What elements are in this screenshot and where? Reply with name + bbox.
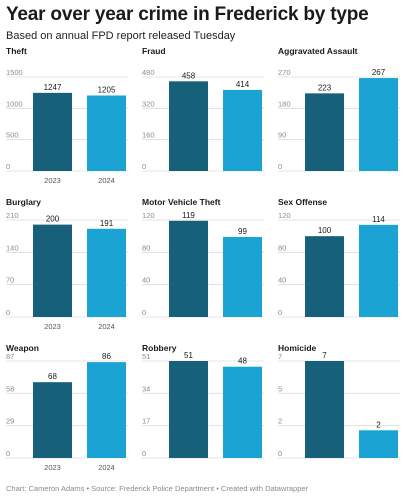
bar-2023 (305, 93, 344, 171)
y-tick-label: 500 (6, 131, 19, 140)
data-label: 7 (322, 351, 327, 360)
y-tick-label: 0 (278, 308, 282, 317)
data-label: 1247 (44, 83, 62, 92)
bar-2024 (359, 430, 398, 458)
bar-2023 (33, 224, 72, 317)
data-label: 114 (372, 215, 385, 224)
data-label: 100 (318, 226, 332, 235)
y-tick-label: 40 (142, 276, 150, 285)
panel-title: Burglary (6, 197, 41, 207)
data-label: 267 (372, 68, 386, 77)
panel-title: Homicide (278, 343, 317, 353)
y-tick-label: 34 (142, 384, 150, 393)
data-label: 414 (236, 80, 250, 89)
panel-title: Robbery (142, 343, 177, 353)
data-label: 2 (376, 420, 381, 429)
data-label: 1205 (98, 85, 116, 94)
panel-title: Fraud (142, 46, 166, 56)
data-label: 200 (46, 215, 60, 224)
bar-2023 (305, 361, 344, 458)
bar-2024 (359, 224, 398, 317)
data-label: 99 (238, 227, 247, 236)
panel-title: Weapon (6, 343, 39, 353)
y-tick-label: 2 (278, 417, 282, 426)
chart-title: Year over year crime in Frederick by typ… (6, 4, 369, 25)
y-tick-label: 0 (6, 308, 10, 317)
data-label: 68 (48, 372, 57, 381)
bar-2024 (87, 95, 126, 171)
bar-2024 (223, 366, 262, 458)
data-label: 86 (102, 352, 111, 361)
bar-2023 (169, 361, 208, 458)
y-tick-label: 160 (142, 131, 155, 140)
chart-subtitle: Based on annual FPD report released Tues… (6, 30, 236, 42)
y-tick-label: 0 (278, 449, 282, 458)
panel-title: Aggravated Assault (278, 46, 358, 56)
data-label: 119 (182, 211, 195, 220)
y-tick-label: 270 (278, 68, 291, 77)
y-tick-label: 0 (278, 162, 282, 171)
y-tick-label: 140 (6, 243, 19, 252)
y-tick-label: 40 (278, 276, 286, 285)
bar-2024 (87, 362, 126, 458)
data-label: 191 (100, 219, 114, 228)
y-tick-label: 5 (278, 384, 282, 393)
bar-2024 (223, 236, 262, 317)
y-tick-label: 58 (6, 384, 14, 393)
bar-2023 (169, 220, 208, 317)
bar-2023 (305, 236, 344, 317)
x-tick-label: 2023 (44, 463, 61, 472)
data-label: 51 (184, 351, 193, 360)
x-tick-label: 2024 (98, 176, 115, 185)
y-tick-label: 120 (278, 211, 291, 220)
panel-title: Motor Vehicle Theft (142, 197, 221, 207)
y-tick-label: 80 (142, 243, 150, 252)
bar-2023 (33, 382, 72, 458)
data-label: 48 (238, 357, 247, 366)
y-tick-label: 0 (142, 162, 146, 171)
chart-footer: Chart: Cameron Adams • Source: Frederick… (6, 484, 309, 493)
y-tick-label: 120 (142, 211, 155, 220)
y-tick-label: 210 (6, 211, 19, 220)
y-tick-label: 480 (142, 68, 155, 77)
x-tick-label: 2024 (98, 463, 115, 472)
x-tick-label: 2023 (44, 322, 61, 331)
y-tick-label: 17 (142, 417, 150, 426)
y-tick-label: 1500 (6, 68, 23, 77)
bar-2024 (223, 89, 262, 171)
y-tick-label: 51 (142, 352, 150, 361)
y-tick-label: 180 (278, 99, 291, 108)
bar-2023 (169, 81, 208, 171)
bar-2024 (87, 228, 126, 317)
x-tick-label: 2024 (98, 322, 115, 331)
bar-2024 (359, 78, 398, 171)
bar-2023 (33, 92, 72, 171)
x-tick-label: 2023 (44, 176, 61, 185)
y-tick-label: 29 (6, 417, 14, 426)
y-tick-label: 0 (6, 449, 10, 458)
panel-title: Sex Offense (278, 197, 327, 207)
data-label: 458 (182, 71, 196, 80)
data-label: 223 (318, 83, 332, 92)
y-tick-label: 0 (142, 449, 146, 458)
y-tick-label: 1000 (6, 99, 23, 108)
y-tick-label: 7 (278, 352, 282, 361)
y-tick-label: 80 (278, 243, 286, 252)
y-tick-label: 70 (6, 276, 14, 285)
panel-title: Theft (6, 46, 27, 56)
y-tick-label: 0 (6, 162, 10, 171)
y-tick-label: 90 (278, 131, 286, 140)
y-tick-label: 0 (142, 308, 146, 317)
y-tick-label: 320 (142, 99, 155, 108)
y-tick-label: 87 (6, 352, 14, 361)
